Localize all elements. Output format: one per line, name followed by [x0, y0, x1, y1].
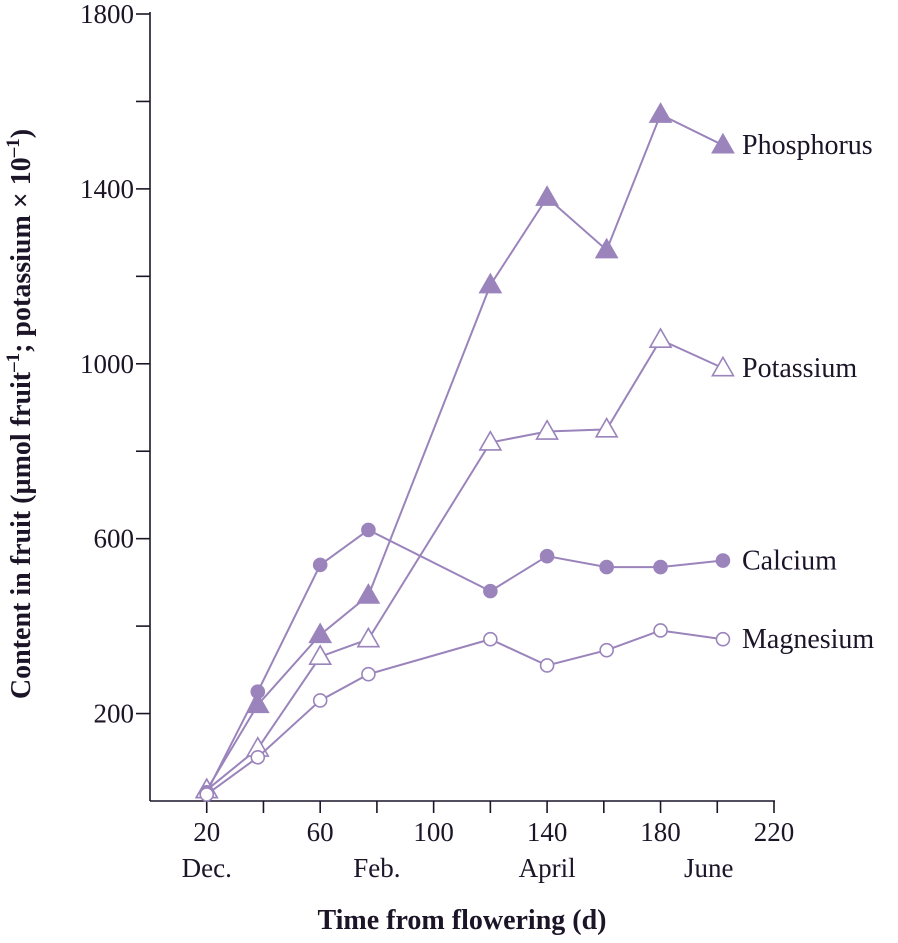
data-point-potassium	[535, 419, 559, 440]
y-tick-label: 600	[94, 524, 135, 554]
series-line-magnesium	[206, 629, 724, 796]
data-point-magnesium	[312, 693, 328, 708]
data-point-potassium	[356, 626, 381, 648]
month-label: Dec.	[182, 853, 232, 883]
data-point-calcium	[599, 559, 614, 575]
y-axis-title-mid: ; potassium × 10	[6, 157, 37, 353]
data-point-calcium	[312, 557, 328, 573]
axes	[136, 12, 775, 813]
labels: 200 600 1000 1400 1800 20 60 100 140 180 220 Dec. Fe…	[80, 0, 874, 883]
data-point-calcium	[715, 553, 731, 568]
x-tick-label: 220	[754, 817, 795, 847]
data-point-phosphorus	[594, 237, 619, 259]
data-point-calcium	[483, 583, 498, 599]
data-point-magnesium	[250, 749, 266, 765]
month-label: April	[519, 853, 576, 883]
series-label-potassium: Potassium	[742, 353, 857, 384]
series-line-phosphorus	[205, 113, 724, 791]
data-point-phosphorus	[478, 272, 503, 294]
data-point-calcium	[361, 522, 376, 538]
data-point-potassium	[648, 327, 673, 349]
data-point-phosphorus	[535, 185, 559, 206]
y-axis-title-sup-2: –1	[3, 138, 24, 158]
series-label-magnesium: Magnesium	[742, 624, 874, 655]
series-label-calcium: Calcium	[742, 546, 837, 577]
data-point-calcium	[250, 684, 266, 699]
y-tick-label: 1000	[80, 349, 134, 379]
x-tick-label: 140	[527, 817, 568, 847]
y-axis-title: Content in fruit (µmol fruit–1; potassiu…	[3, 129, 37, 699]
data-point-calcium	[653, 559, 668, 575]
y-axis-title-sup-1: –1	[3, 353, 24, 373]
month-label: June	[684, 853, 734, 883]
x-tick-label: 20	[193, 817, 220, 847]
y-axis-title-main: Content in fruit (µmol fruit	[6, 371, 37, 699]
data-point-potassium	[594, 416, 619, 438]
data-point-potassium	[711, 355, 735, 377]
data-point-magnesium	[483, 631, 498, 647]
data-point-magnesium	[653, 623, 668, 638]
x-tick-label: 180	[640, 817, 681, 847]
data-point-phosphorus	[648, 102, 673, 123]
series-phosphorus	[194, 102, 735, 799]
y-tick-label: 200	[94, 699, 135, 729]
x-tick-label: 60	[307, 817, 334, 847]
month-label: Feb.	[353, 853, 400, 883]
data-point-potassium	[478, 430, 503, 451]
data-point-phosphorus	[356, 583, 381, 604]
x-tick-label: 100	[413, 817, 454, 847]
data-point-potassium	[308, 644, 333, 666]
x-axis-title: Time from flowering (d)	[317, 905, 606, 936]
series-line-calcium	[205, 528, 724, 793]
data-point-magnesium	[361, 666, 376, 682]
data-point-phosphorus	[711, 132, 735, 154]
series-label-phosphorus: Phosphorus	[742, 130, 873, 161]
y-axis-title-end: )	[6, 129, 37, 138]
series-potassium	[194, 327, 735, 799]
series-calcium	[199, 522, 731, 800]
series-magnesium	[199, 623, 731, 802]
data-point-magnesium	[199, 787, 215, 802]
y-tick-label: 1800	[80, 0, 134, 29]
series-group	[194, 102, 735, 802]
data-point-calcium	[539, 548, 555, 564]
y-tick-label: 1400	[80, 174, 134, 204]
data-point-magnesium	[715, 631, 731, 647]
data-point-phosphorus	[308, 622, 333, 644]
data-point-magnesium	[599, 642, 614, 658]
data-point-magnesium	[539, 658, 555, 673]
series-line-potassium	[206, 338, 724, 791]
